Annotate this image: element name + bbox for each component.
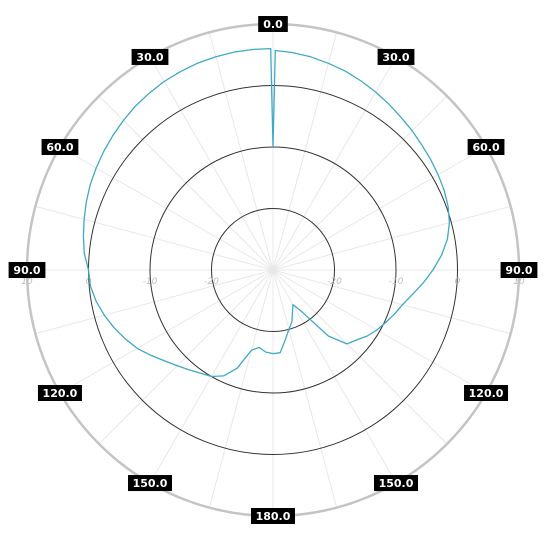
angle-label-box	[131, 48, 169, 65]
angle-label-text: 60.0	[472, 141, 499, 154]
radial-tick-label: 0	[86, 277, 92, 287]
radial-tick-label: 0	[455, 277, 461, 287]
angle-label: 30.0	[377, 48, 415, 65]
radial-tick-label: 10	[513, 277, 525, 287]
angle-label: 60.0	[41, 139, 79, 155]
angle-label-box	[8, 262, 46, 278]
angle-label-box	[467, 139, 505, 155]
angle-label-box	[37, 385, 82, 401]
angle-label: 150.0	[128, 475, 172, 492]
angle-label-text: 150.0	[133, 477, 168, 490]
angle-label: 180.0	[251, 508, 295, 524]
angle-label-text: 0.0	[263, 18, 283, 31]
angle-label-box	[464, 385, 509, 401]
angular-labels: 0.0 30.0 60.0 90.0 120.0 150.0 180.0 150.0 120.0…	[8, 16, 538, 524]
angle-label-text: 90.0	[505, 264, 532, 277]
series-layer	[82, 47, 451, 378]
angle-label: 90.0	[500, 262, 538, 278]
radial-tick-label: -10	[389, 277, 404, 287]
angle-label: 0.0	[258, 16, 288, 32]
angle-label-text: 120.0	[43, 387, 78, 400]
angle-label: 120.0	[37, 385, 82, 401]
angle-label-box	[500, 262, 538, 278]
angle-label-text: 180.0	[256, 510, 291, 523]
radial-grid-circle	[211, 208, 335, 332]
radial-tick-label: -10	[143, 277, 158, 287]
angle-label-text: 30.0	[382, 51, 409, 64]
angle-label-text: 90.0	[13, 264, 40, 277]
angle-label: 120.0	[464, 385, 509, 401]
radial-tick-label: 10	[21, 277, 33, 287]
angle-label-box	[41, 139, 79, 155]
pattern-series-line	[82, 47, 451, 378]
radial-tick-labels: -20 -20 -10 -10 0 0 10 10	[21, 277, 525, 287]
angle-label-text: 120.0	[469, 387, 504, 400]
polar-grid	[25, 22, 521, 518]
angle-label-box	[258, 16, 288, 32]
angle-label-box	[377, 48, 415, 65]
angle-label-text: 150.0	[379, 477, 414, 490]
radial-tick-label: -20	[327, 277, 342, 287]
angle-label-box	[128, 475, 172, 492]
angle-label: 30.0	[131, 48, 169, 65]
radial-tick-label: -20	[204, 277, 219, 287]
angle-label-text: 30.0	[136, 51, 163, 64]
angle-label: 150.0	[374, 475, 418, 492]
angle-label-text: 60.0	[46, 141, 73, 154]
angle-label-box	[374, 475, 418, 492]
angle-label: 60.0	[467, 139, 505, 155]
angle-label: 90.0	[8, 262, 46, 278]
angle-label-box	[251, 508, 295, 524]
